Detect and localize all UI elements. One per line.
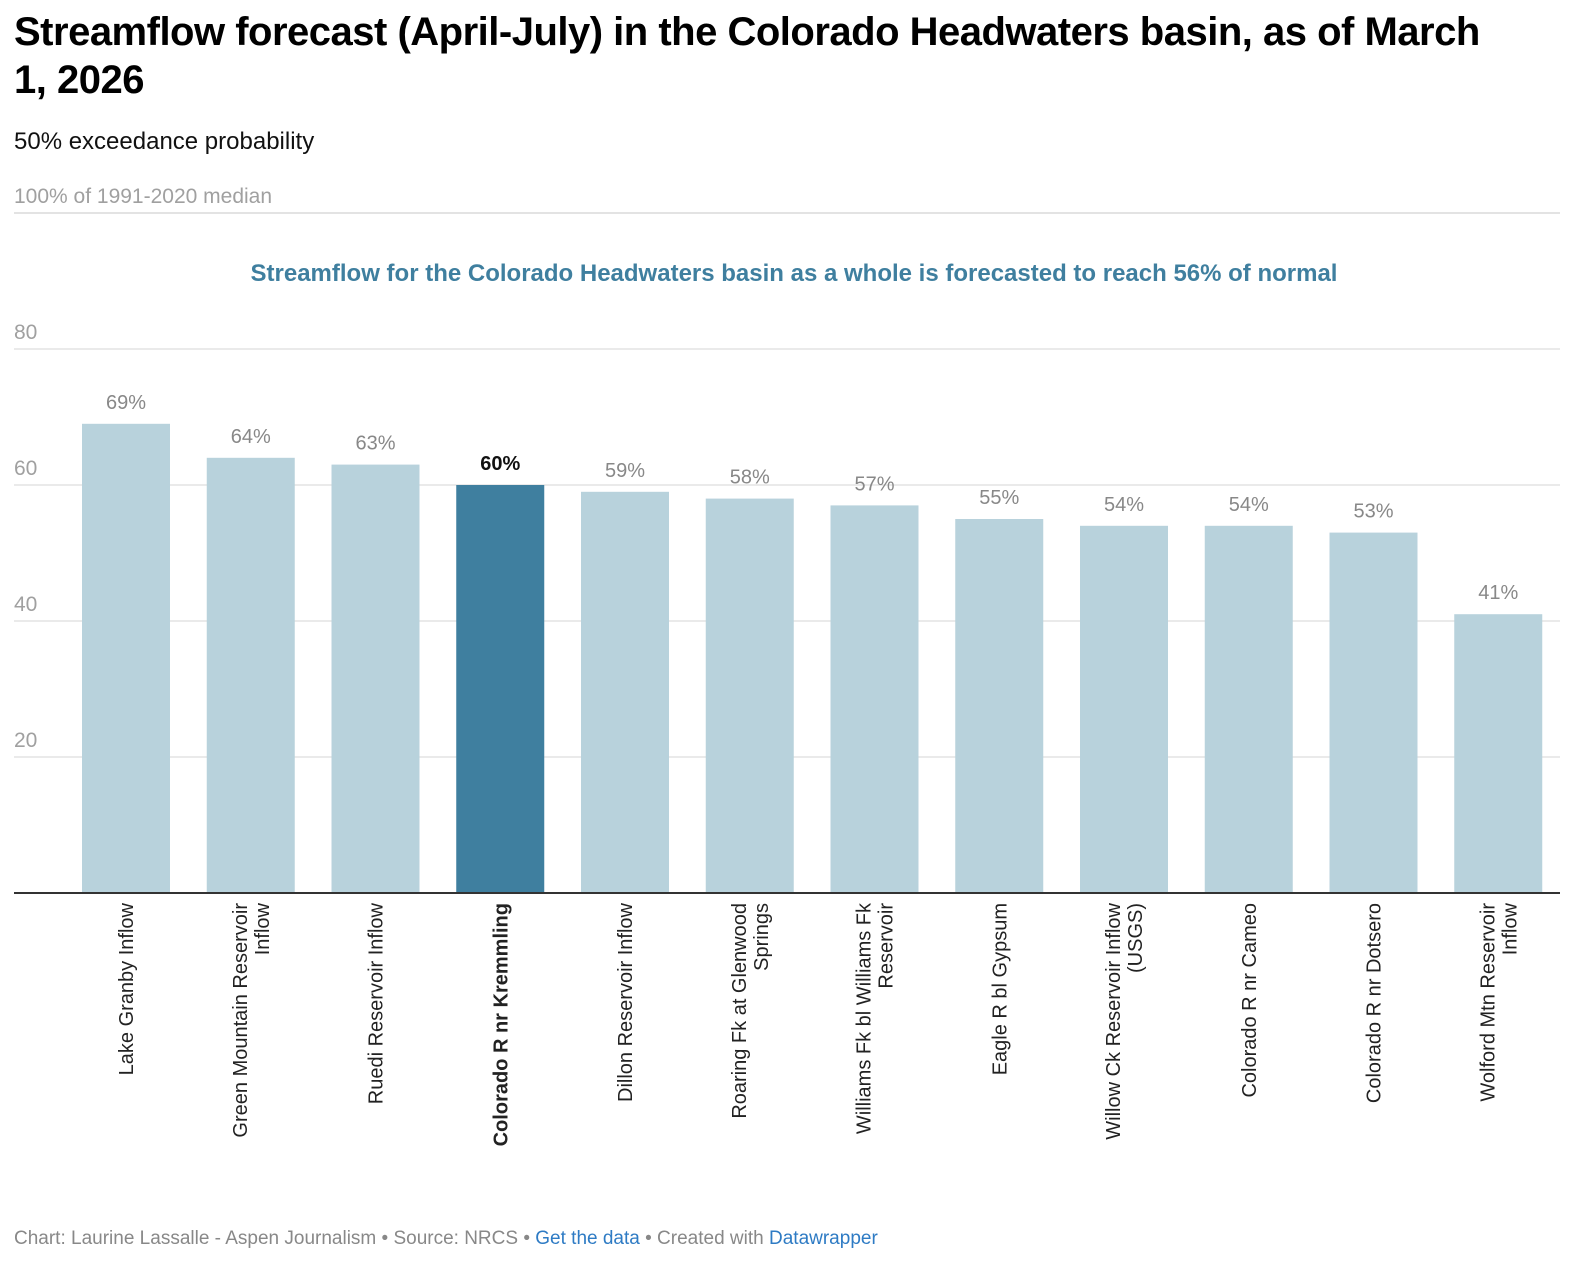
footer-created: • Created with — [639, 1228, 769, 1249]
bar — [581, 491, 669, 893]
bar-value-label: 58% — [730, 467, 770, 489]
x-axis-label-line: Colorado R nr Dotsero — [1364, 903, 1386, 1103]
x-axis-label: Wolford Mtn ReservoirInflow — [1477, 902, 1521, 1101]
x-axis-label: Ruedi Reservoir Inflow — [366, 902, 388, 1104]
x-axis-label-line: Inflow — [1499, 902, 1521, 955]
x-axis-label: Roaring Fk at GlenwoodSprings — [729, 903, 773, 1119]
bar-value-label: 69% — [106, 392, 146, 414]
bar — [955, 519, 1044, 893]
x-axis-label-line: Colorado R nr Kremmling — [490, 903, 512, 1146]
x-axis-label: Eagle R bl Gypsum — [989, 903, 1011, 1075]
y-tick-label: 80 — [14, 321, 37, 344]
reference-line-label: 100% of 1991-2020 median — [14, 185, 272, 208]
datawrapper-link[interactable]: Datawrapper — [769, 1228, 878, 1249]
x-axis-label: Dillon Reservoir Inflow — [615, 902, 637, 1102]
x-axis-label-line: Dillon Reservoir Inflow — [615, 902, 637, 1102]
bar — [456, 485, 545, 893]
x-axis-label: Colorado R nr Cameo — [1239, 903, 1261, 1098]
bar — [331, 464, 420, 893]
get-the-data-link[interactable]: Get the data — [535, 1228, 640, 1249]
bar-value-label: 57% — [854, 473, 894, 495]
chart-title: Streamflow forecast (April-July) in the … — [14, 10, 1480, 102]
bar-value-label: 59% — [605, 460, 645, 482]
bar — [1329, 532, 1418, 893]
bar-value-label: 60% — [480, 453, 520, 475]
x-axis-label: Colorado R nr Kremmling — [490, 903, 512, 1146]
bar-chart: 100% of 1991-2020 median Streamflow for t… — [14, 185, 1560, 1146]
x-axis-label-line: Ruedi Reservoir Inflow — [366, 902, 388, 1104]
bar — [705, 498, 794, 893]
y-tick-label: 60 — [14, 457, 37, 480]
bar — [1204, 525, 1293, 893]
x-axis-label: Colorado R nr Dotsero — [1364, 903, 1386, 1103]
bar-value-label: 53% — [1353, 501, 1393, 523]
x-axis-label-line: Roaring Fk at Glenwood — [729, 903, 751, 1119]
bar-value-label: 54% — [1229, 494, 1269, 516]
y-tick-label: 40 — [14, 593, 37, 616]
chart-annotation: Streamflow for the Colorado Headwaters b… — [251, 260, 1338, 287]
x-axis-label-line: Colorado R nr Cameo — [1239, 903, 1261, 1098]
chart-subtitle: 50% exceedance probability — [14, 128, 315, 155]
bar — [82, 423, 170, 893]
x-axis-label: Willow Ck Reservoir Inflow(USGS) — [1103, 902, 1147, 1139]
x-axis-label-line: Willow Ck Reservoir Inflow — [1103, 902, 1125, 1139]
bar — [1454, 614, 1543, 893]
bar-value-label: 54% — [1104, 494, 1144, 516]
footer: Chart: Laurine Lassalle - Aspen Journali… — [14, 1228, 878, 1250]
bar — [830, 505, 919, 893]
x-axis-label-line: Reservoir — [876, 903, 898, 989]
y-tick-label: 20 — [14, 729, 37, 752]
x-axis-label-line: Inflow — [252, 902, 274, 955]
x-axis-label-line: Green Mountain Reservoir — [230, 903, 252, 1138]
bar-value-label: 55% — [979, 487, 1019, 509]
bar-value-label: 64% — [231, 426, 271, 448]
x-axis-label-line: (USGS) — [1125, 903, 1147, 973]
x-axis-label-line: Wolford Mtn Reservoir — [1477, 903, 1499, 1102]
x-axis-label: Green Mountain ReservoirInflow — [230, 902, 274, 1137]
x-axis-label-line: Eagle R bl Gypsum — [989, 903, 1011, 1075]
footer-credit: Chart: Laurine Lassalle - Aspen Journali… — [14, 1228, 536, 1249]
x-axis-label-line: Williams Fk bl Williams Fk — [854, 902, 876, 1134]
bar-value-label: 41% — [1478, 582, 1518, 604]
x-axis-label: Williams Fk bl Williams FkReservoir — [854, 902, 898, 1134]
bar-value-label: 63% — [355, 433, 395, 455]
bar — [206, 457, 295, 893]
x-axis-label-line: Springs — [751, 903, 773, 971]
x-axis-label-line: Lake Granby Inflow — [116, 902, 138, 1075]
x-axis-label: Lake Granby Inflow — [116, 902, 138, 1075]
bar — [1080, 525, 1168, 893]
